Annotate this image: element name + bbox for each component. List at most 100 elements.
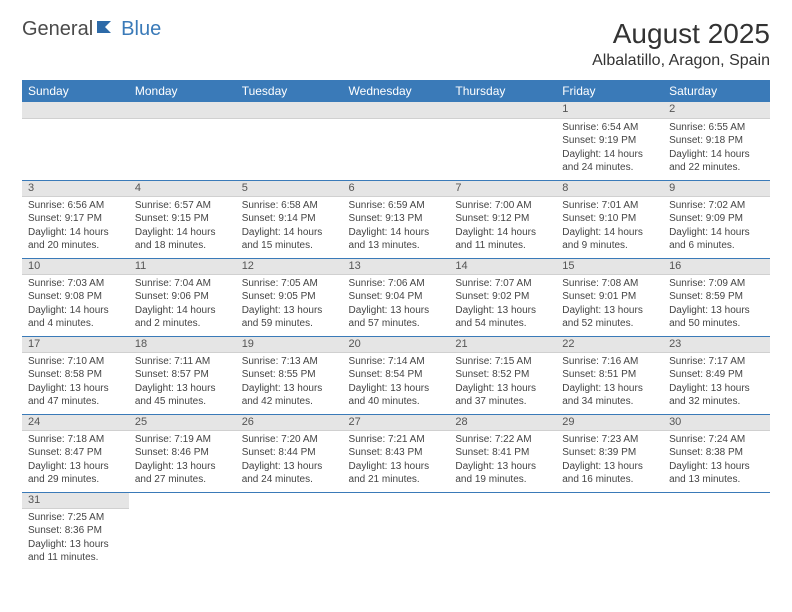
day-number-cell: 3 [22,180,129,196]
day-content-row: Sunrise: 7:10 AMSunset: 8:58 PMDaylight:… [22,352,770,414]
sunrise-line: Sunrise: 7:16 AM [562,355,657,369]
sunset-line: Sunset: 9:08 PM [28,290,123,304]
sunrise-line: Sunrise: 7:09 AM [669,277,764,291]
day-number-cell [663,492,770,508]
day-content-cell [556,508,663,570]
day-number-cell: 5 [236,180,343,196]
day-content-cell [449,508,556,570]
daylight-line: Daylight: 13 hours and 40 minutes. [349,382,444,409]
day-content-cell: Sunrise: 7:08 AMSunset: 9:01 PMDaylight:… [556,274,663,336]
day-number-cell: 21 [449,336,556,352]
day-number-cell [449,102,556,118]
sunset-line: Sunset: 9:14 PM [242,212,337,226]
day-content-cell: Sunrise: 6:56 AMSunset: 9:17 PMDaylight:… [22,196,129,258]
sunset-line: Sunset: 8:54 PM [349,368,444,382]
sunrise-line: Sunrise: 6:55 AM [669,121,764,135]
daylight-line: Daylight: 13 hours and 13 minutes. [669,460,764,487]
day-content-cell [343,118,450,180]
sunrise-line: Sunrise: 7:02 AM [669,199,764,213]
sunset-line: Sunset: 8:49 PM [669,368,764,382]
sunset-line: Sunset: 9:13 PM [349,212,444,226]
day-content-cell: Sunrise: 7:16 AMSunset: 8:51 PMDaylight:… [556,352,663,414]
sunrise-line: Sunrise: 7:25 AM [28,511,123,525]
daylight-line: Daylight: 13 hours and 19 minutes. [455,460,550,487]
sunrise-line: Sunrise: 7:15 AM [455,355,550,369]
day-number-cell [343,102,450,118]
header: General Blue August 2025 Albalatillo, Ar… [22,18,770,70]
sunrise-line: Sunrise: 7:11 AM [135,355,230,369]
month-title: August 2025 [592,18,770,50]
daylight-line: Daylight: 13 hours and 42 minutes. [242,382,337,409]
day-content-cell: Sunrise: 7:09 AMSunset: 8:59 PMDaylight:… [663,274,770,336]
day-content-cell: Sunrise: 6:58 AMSunset: 9:14 PMDaylight:… [236,196,343,258]
day-number-cell: 26 [236,414,343,430]
day-number-cell: 12 [236,258,343,274]
title-block: August 2025 Albalatillo, Aragon, Spain [592,18,770,70]
day-content-row: Sunrise: 6:56 AMSunset: 9:17 PMDaylight:… [22,196,770,258]
day-content-cell: Sunrise: 6:57 AMSunset: 9:15 PMDaylight:… [129,196,236,258]
day-number-cell: 29 [556,414,663,430]
sunrise-line: Sunrise: 6:56 AM [28,199,123,213]
sunrise-line: Sunrise: 6:57 AM [135,199,230,213]
sunrise-line: Sunrise: 7:05 AM [242,277,337,291]
day-number-cell: 25 [129,414,236,430]
day-content-cell: Sunrise: 7:04 AMSunset: 9:06 PMDaylight:… [129,274,236,336]
sunrise-line: Sunrise: 7:18 AM [28,433,123,447]
location: Albalatillo, Aragon, Spain [592,52,770,70]
day-content-cell [129,118,236,180]
daylight-line: Daylight: 13 hours and 21 minutes. [349,460,444,487]
day-number-cell: 27 [343,414,450,430]
logo-flag-icon [97,19,119,40]
sunrise-line: Sunrise: 7:13 AM [242,355,337,369]
day-content-cell: Sunrise: 6:54 AMSunset: 9:19 PMDaylight:… [556,118,663,180]
day-content-cell: Sunrise: 7:07 AMSunset: 9:02 PMDaylight:… [449,274,556,336]
day-number-cell: 13 [343,258,450,274]
day-content-cell: Sunrise: 7:00 AMSunset: 9:12 PMDaylight:… [449,196,556,258]
day-content-cell: Sunrise: 7:24 AMSunset: 8:38 PMDaylight:… [663,430,770,492]
day-content-row: Sunrise: 6:54 AMSunset: 9:19 PMDaylight:… [22,118,770,180]
day-number-cell [129,492,236,508]
sunrise-line: Sunrise: 7:20 AM [242,433,337,447]
logo-text-blue: Blue [121,18,161,41]
daylight-line: Daylight: 14 hours and 2 minutes. [135,304,230,331]
daylight-line: Daylight: 14 hours and 6 minutes. [669,226,764,253]
sunset-line: Sunset: 8:47 PM [28,446,123,460]
day-content-cell: Sunrise: 7:22 AMSunset: 8:41 PMDaylight:… [449,430,556,492]
daynum-row: 3456789 [22,180,770,196]
sunset-line: Sunset: 9:10 PM [562,212,657,226]
day-number-cell: 23 [663,336,770,352]
day-content-cell: Sunrise: 7:11 AMSunset: 8:57 PMDaylight:… [129,352,236,414]
daylight-line: Daylight: 13 hours and 29 minutes. [28,460,123,487]
day-number-cell: 22 [556,336,663,352]
day-number-cell: 8 [556,180,663,196]
day-content-cell: Sunrise: 6:59 AMSunset: 9:13 PMDaylight:… [343,196,450,258]
sunset-line: Sunset: 8:43 PM [349,446,444,460]
daylight-line: Daylight: 14 hours and 13 minutes. [349,226,444,253]
day-number-cell: 15 [556,258,663,274]
sunset-line: Sunset: 9:06 PM [135,290,230,304]
day-number-cell [236,102,343,118]
day-content-cell: Sunrise: 7:03 AMSunset: 9:08 PMDaylight:… [22,274,129,336]
day-number-cell: 24 [22,414,129,430]
weekday-header: Thursday [449,80,556,102]
daylight-line: Daylight: 13 hours and 32 minutes. [669,382,764,409]
day-content-cell: Sunrise: 6:55 AMSunset: 9:18 PMDaylight:… [663,118,770,180]
sunset-line: Sunset: 8:58 PM [28,368,123,382]
daynum-row: 31 [22,492,770,508]
day-content-cell: Sunrise: 7:21 AMSunset: 8:43 PMDaylight:… [343,430,450,492]
sunrise-line: Sunrise: 7:06 AM [349,277,444,291]
calendar-table: Sunday Monday Tuesday Wednesday Thursday… [22,80,770,570]
weekday-header-row: Sunday Monday Tuesday Wednesday Thursday… [22,80,770,102]
day-number-cell: 9 [663,180,770,196]
day-content-cell: Sunrise: 7:20 AMSunset: 8:44 PMDaylight:… [236,430,343,492]
day-content-row: Sunrise: 7:25 AMSunset: 8:36 PMDaylight:… [22,508,770,570]
sunset-line: Sunset: 9:18 PM [669,134,764,148]
daylight-line: Daylight: 14 hours and 11 minutes. [455,226,550,253]
sunrise-line: Sunrise: 6:59 AM [349,199,444,213]
sunrise-line: Sunrise: 7:04 AM [135,277,230,291]
day-number-cell [22,102,129,118]
day-content-cell: Sunrise: 7:15 AMSunset: 8:52 PMDaylight:… [449,352,556,414]
sunrise-line: Sunrise: 7:23 AM [562,433,657,447]
day-content-row: Sunrise: 7:03 AMSunset: 9:08 PMDaylight:… [22,274,770,336]
sunrise-line: Sunrise: 7:19 AM [135,433,230,447]
